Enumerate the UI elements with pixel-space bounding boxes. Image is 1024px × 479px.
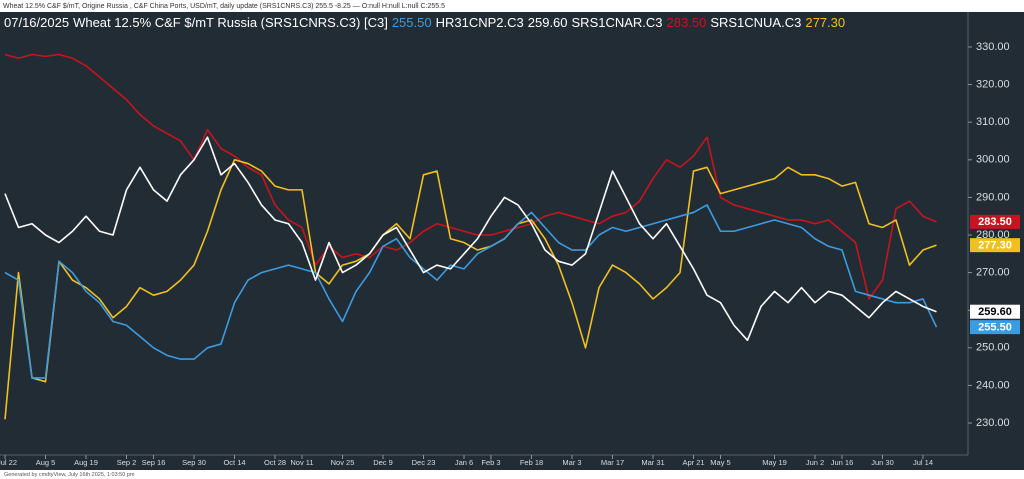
last-value-badge <box>970 320 1020 335</box>
x-tick-label: Jun 16 <box>831 458 854 467</box>
series-line <box>4 204 938 379</box>
y-tick-label: 320.00 <box>976 78 1010 90</box>
y-tick-label: 240.00 <box>976 379 1010 391</box>
header-text: Wheat 12.5% C&F $/mT, Origine Russia , C… <box>3 3 445 10</box>
x-tick-label: Dec 23 <box>412 458 436 467</box>
x-tick-label: Jul 14 <box>913 458 933 467</box>
x-tick-label: Feb 3 <box>481 458 500 467</box>
y-tick-label: 290.00 <box>976 191 1010 203</box>
x-tick-label: Nov 25 <box>331 458 355 467</box>
x-tick-label: Oct 28 <box>264 458 286 467</box>
x-tick-label: May 19 <box>762 458 787 467</box>
legend-value: 277.30 <box>805 15 845 30</box>
x-tick-label: Sep 2 <box>117 458 137 467</box>
y-tick-label: 270.00 <box>976 267 1010 279</box>
last-value-label: 283.50 <box>978 216 1012 228</box>
series-line <box>4 136 937 342</box>
header-strip <box>0 0 1024 12</box>
last-value-badge <box>970 214 1020 229</box>
x-tick-label: Mar 3 <box>562 458 581 467</box>
y-tick-label: 230.00 <box>976 417 1010 429</box>
footer-text: Generated by cmdtyView, July 16th 2025, … <box>4 472 135 478</box>
x-tick-label: Jun 30 <box>871 458 894 467</box>
chart-title: 07/16/2025 Wheat 12.5% C&F $/mT Russia (S… <box>4 15 845 30</box>
legend-value: 255.50 <box>392 15 432 30</box>
x-tick-label: Jun 2 <box>806 458 824 467</box>
last-value-label: 259.60 <box>978 306 1012 318</box>
plot-background <box>0 12 1024 470</box>
x-tick-label: Dec 9 <box>373 458 393 467</box>
legend-name: SRS1CNUA.C3 <box>710 15 801 30</box>
last-value-badge <box>970 238 1020 253</box>
x-tick-label: Aug 19 <box>74 458 98 467</box>
y-tick-label: 330.00 <box>976 41 1010 53</box>
x-tick-label: Nov 11 <box>290 458 313 467</box>
x-tick-label: Aug 5 <box>36 458 56 467</box>
x-tick-label: Sep 30 <box>182 458 206 467</box>
x-tick-label: Mar 17 <box>601 458 624 467</box>
legend-name: SRS1CNAR.C3 <box>572 15 663 30</box>
legend-value: 259.60 <box>528 15 568 30</box>
x-tick-label: Oct 14 <box>223 458 245 467</box>
x-tick-label: Apr 21 <box>682 458 704 467</box>
legend-name: HR31CNP2.C3 <box>436 15 524 30</box>
last-value-label: 255.50 <box>978 322 1012 334</box>
footer-strip <box>0 470 1024 479</box>
x-tick-label: Sep 16 <box>142 458 166 467</box>
title-date: 07/16/2025 <box>4 15 69 30</box>
y-tick-label: 310.00 <box>976 116 1010 128</box>
x-tick-label: May 5 <box>710 458 730 467</box>
x-tick-label: Jul 22 <box>0 458 17 467</box>
legend-value: 283.50 <box>667 15 707 30</box>
x-tick-label: Mar 31 <box>641 458 664 467</box>
y-tick-label: 280.00 <box>976 229 1010 241</box>
last-value-badge <box>970 304 1020 319</box>
last-value-label: 277.30 <box>978 240 1012 252</box>
x-tick-label: Feb 18 <box>520 458 543 467</box>
y-tick-label: 250.00 <box>976 342 1010 354</box>
y-tick-label: 300.00 <box>976 154 1010 166</box>
x-tick-label: Jan 6 <box>455 458 473 467</box>
legend-name: Wheat 12.5% C&F $/mT Russia (SRS1CNRS.C3… <box>73 15 388 30</box>
series-line <box>4 53 937 300</box>
